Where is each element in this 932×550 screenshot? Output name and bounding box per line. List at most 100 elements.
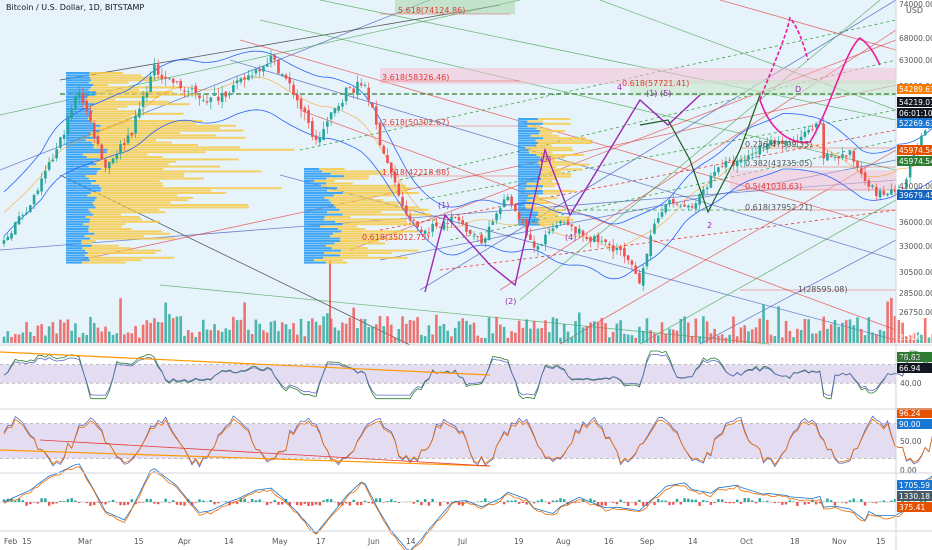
profile-bar [66,196,97,199]
trend-line [299,109,897,331]
macd-histogram-bar [788,500,792,502]
profile-bar [66,74,90,77]
profile-bar [304,220,336,223]
candle-body [382,145,386,154]
volume-bar [589,322,592,343]
macd-histogram-bar [664,500,667,502]
projection-path [759,37,881,144]
fib-zone [630,80,896,96]
profile-bar [66,156,87,158]
profile-bar [66,139,86,142]
candle-body [74,96,77,109]
volume-bar [273,320,277,343]
volume-bar [920,334,923,343]
profile-bar [88,165,221,168]
candle-body [250,75,254,77]
volume-bar [626,334,630,343]
profile-bar [518,175,539,178]
profile-bar [525,206,552,209]
profile-bar [518,209,534,212]
volume-bar [250,334,254,343]
candle-body [735,160,739,167]
macd-histogram-bar [123,502,126,506]
candle-body [540,244,543,246]
profile-bar [66,100,89,103]
profile-bar [304,232,334,235]
volume-bar [134,325,137,343]
volume-bar [476,335,480,343]
candle-body [314,135,318,140]
candle-body [51,159,55,162]
candle-body [239,78,243,82]
profile-bar [543,192,561,195]
profile-bar [333,204,399,206]
profile-bar [93,160,177,163]
candle-body [529,234,532,240]
macd-histogram-bar [642,502,645,506]
price-tick: 28500.00 [899,289,932,298]
macd-histogram-bar [720,499,724,502]
volume-bar [600,318,604,343]
volume-bar [401,316,404,343]
volume-bar [822,316,825,343]
macd-histogram-bar [149,499,152,502]
macd-histogram-bar [29,502,32,505]
profile-bar [340,254,369,257]
volume-bar [521,327,525,343]
volume-bar [656,335,660,343]
macd-histogram-bar [687,498,690,502]
profile-bar [66,153,83,156]
volume-bar [841,322,844,343]
candle-body [303,107,307,113]
macd-histogram-bar [247,502,250,503]
volume-bar [551,317,555,343]
volume-bar [160,322,164,343]
profile-bar [90,120,203,122]
profile-bar [331,247,368,250]
candle-body [788,142,792,143]
rsi-trendline [0,351,491,376]
profile-bar [66,120,91,122]
candle-body [649,235,653,257]
profile-bar [535,144,552,147]
candle-body [867,180,871,187]
profile-bar [66,254,85,257]
candle-body [908,162,912,178]
volume-bar [190,332,194,343]
candle-body [758,145,762,155]
candle-body [2,240,6,244]
candle-body [333,108,337,114]
candle-body [367,87,371,101]
time-tick: Mar [78,537,93,546]
profile-bar [85,98,116,101]
candle-body [517,211,521,220]
profile-bar [89,115,132,118]
volume-bar [630,335,634,343]
macd-histogram-bar [209,500,212,502]
fib-zone [395,0,515,14]
volume-bar [405,323,408,343]
profile-bar [89,74,142,77]
candle-body [235,80,239,84]
volume-bar [829,324,833,343]
candle-body [619,247,622,250]
profile-bar [518,139,536,142]
macd-histogram-bar [860,499,863,502]
stochastic-pane: 96.24 90.00 50.00 0.00 [0,408,932,475]
candle-body [875,186,878,196]
price-tag-bg [897,118,932,128]
profile-bar [304,172,331,175]
candle-body [446,223,449,225]
profile-bar [518,120,528,123]
macd-histogram-bar [551,500,555,502]
macd-histogram-bar [653,502,656,506]
profile-bar [331,201,402,204]
volume-bar [2,336,6,343]
macd-histogram-bar [360,502,363,506]
profile-bar [93,127,220,130]
candle-body [589,237,592,242]
volume-bar [186,329,190,343]
volume-bar [224,328,228,343]
macd-histogram-bar [393,500,397,502]
